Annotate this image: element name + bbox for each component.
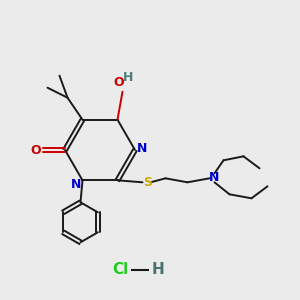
Text: N: N — [209, 171, 220, 184]
Text: H: H — [123, 71, 134, 84]
Text: N: N — [71, 178, 82, 191]
Text: N: N — [137, 142, 147, 154]
Text: O: O — [113, 76, 124, 89]
Text: H: H — [152, 262, 164, 278]
Text: O: O — [31, 143, 41, 157]
Text: S: S — [143, 176, 152, 189]
Text: Cl: Cl — [112, 262, 128, 278]
